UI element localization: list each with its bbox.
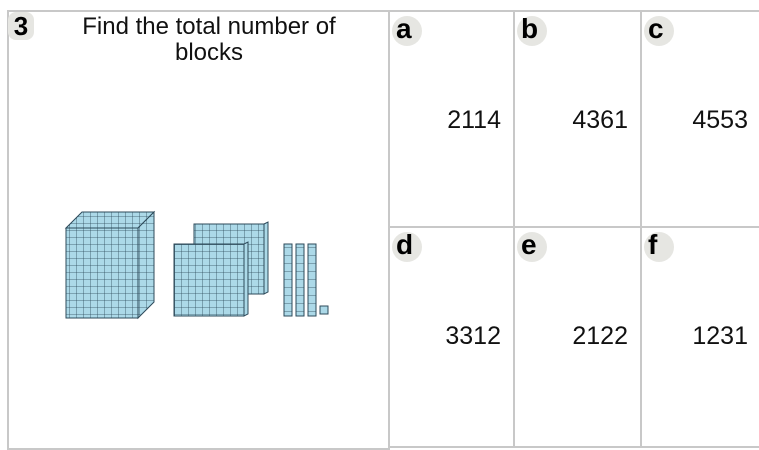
option-value: 2122	[572, 322, 628, 351]
answer-option[interactable]: d 3312	[388, 226, 515, 448]
option-letter: c	[644, 16, 674, 46]
answer-option[interactable]: c 4553	[640, 10, 759, 228]
base-ten-blocks	[0, 0, 390, 446]
option-letter: b	[517, 16, 547, 46]
option-letter: f	[644, 232, 674, 262]
answer-option[interactable]: f 1231	[640, 226, 759, 448]
option-letter: d	[392, 232, 422, 262]
option-value: 3312	[445, 322, 501, 351]
answer-option[interactable]: e 2122	[513, 226, 642, 448]
option-letter: a	[392, 16, 422, 46]
page: 3 Find the total number of blocks	[0, 0, 759, 446]
option-value: 4361	[572, 106, 628, 135]
option-letter: e	[517, 232, 547, 262]
option-value: 4553	[692, 106, 748, 135]
answer-option[interactable]: b 4361	[513, 10, 642, 228]
option-value: 1231	[692, 322, 748, 351]
option-value: 2114	[447, 106, 501, 135]
answer-option[interactable]: a 2114	[388, 10, 515, 228]
